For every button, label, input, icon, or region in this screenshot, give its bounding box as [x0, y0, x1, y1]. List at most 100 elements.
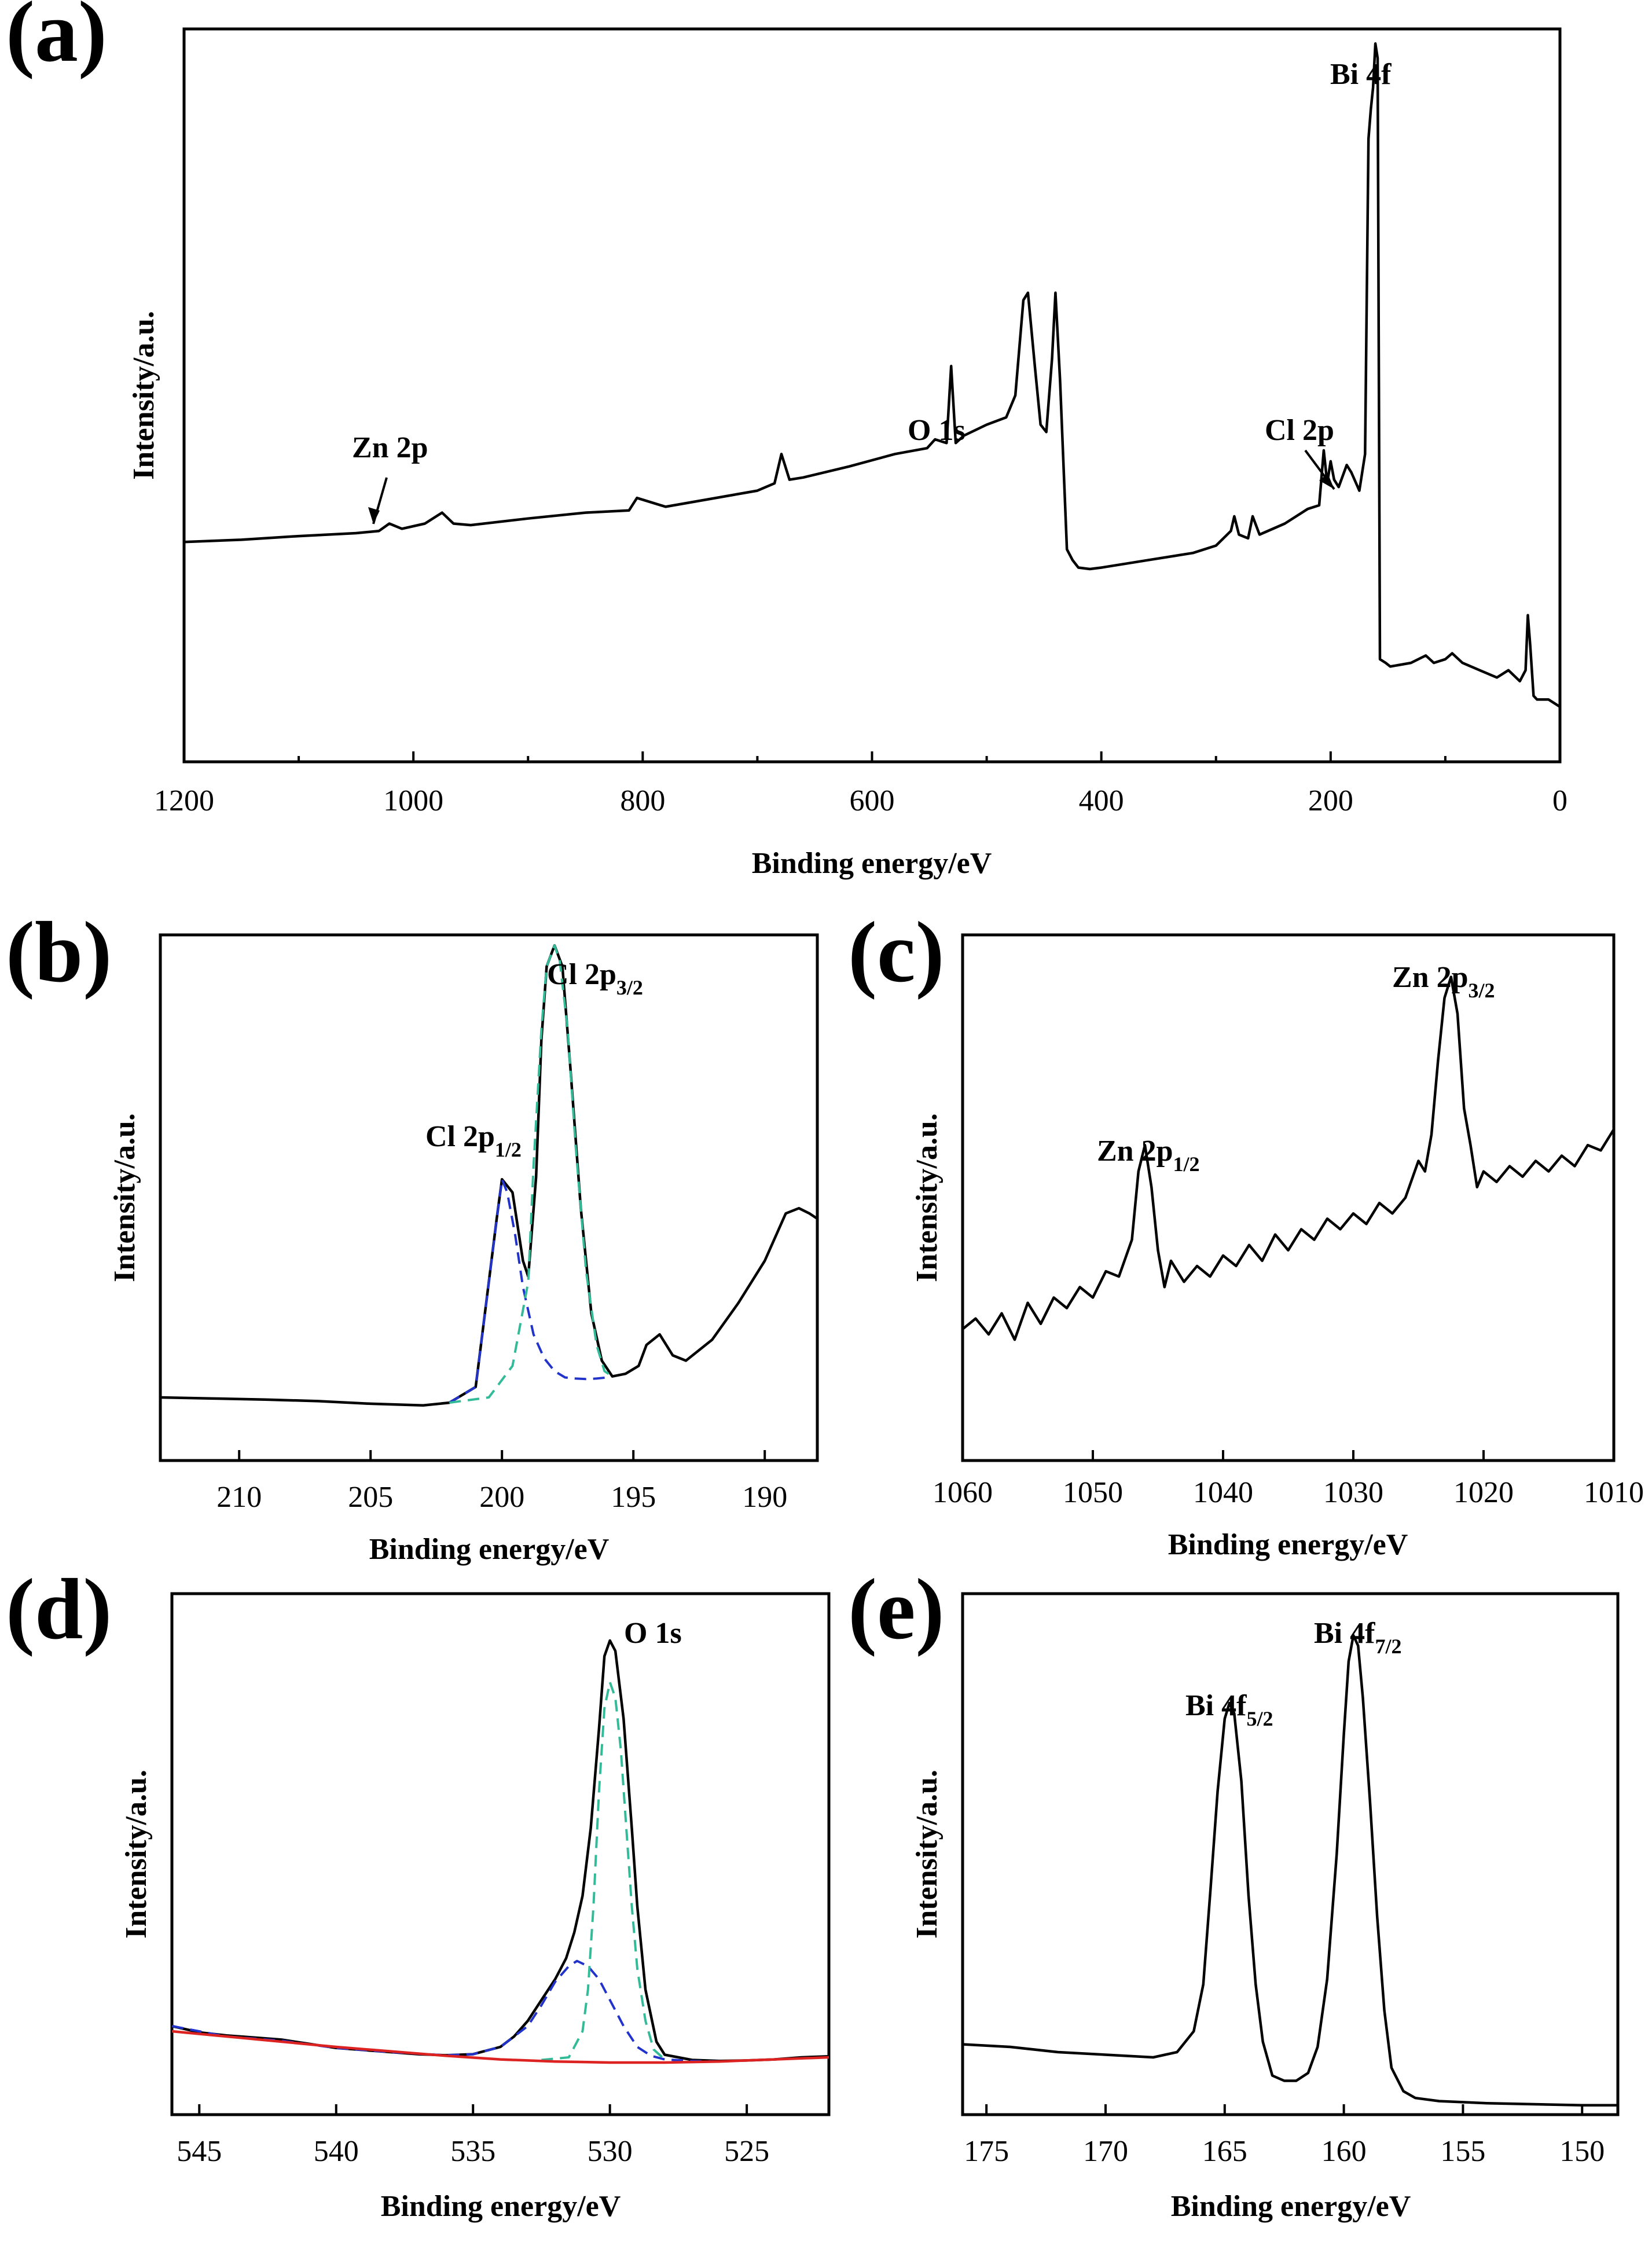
x-tick-label: 800 [620, 784, 665, 817]
panel-d-y-axis-title: Intensity/a.u. [120, 1770, 153, 1939]
panel-b-label: (b) [6, 904, 112, 1000]
arrowhead-cl-2p [1319, 474, 1334, 489]
series-line-component-530-1-ev [541, 1681, 666, 2061]
x-tick-label: 1020 [1453, 1476, 1514, 1509]
x-tick-label: 0 [1552, 784, 1567, 817]
series-line-raw [961, 975, 1615, 1341]
annotation-bi-4f-5-2-main: Bi 4f [1185, 1689, 1247, 1722]
annotation-cl-2p-1-2-sub: 1/2 [495, 1138, 522, 1161]
annotation-zn-2p-3-2-sub: 3/2 [1469, 979, 1495, 1002]
annotation-bi-4f: Bi 4f [1330, 58, 1392, 91]
annotation-o-1s-hr: O 1s [624, 1617, 682, 1650]
arrowhead-zn-2p [368, 507, 380, 524]
panel-a-x-axis-title: Binding energy/eV [752, 847, 992, 880]
panel-c-x-axis-title: Binding energy/eV [1168, 1528, 1408, 1561]
series-line-survey [183, 42, 1561, 708]
panel-c-label: (c) [848, 904, 944, 1000]
x-tick-label: 200 [479, 1481, 524, 1514]
x-tick-label: 1060 [933, 1476, 993, 1509]
annotation-bi-4f-5-2-sub: 5/2 [1246, 1707, 1273, 1730]
x-tick-label: 1030 [1323, 1476, 1383, 1509]
series-line-component-531-3-ev [171, 1960, 719, 2063]
annotation-bi-4f-5-2: Bi 4f5/2 [1185, 1689, 1273, 1730]
panel-b-series [160, 944, 818, 1407]
x-tick-label: 1000 [383, 784, 443, 817]
x-tick-label: 165 [1202, 2135, 1247, 2168]
annotation-bi-4f-7-2-sub: 7/2 [1375, 1635, 1401, 1658]
panel-e-series [962, 1634, 1618, 2107]
panel-d-x-ticks: 545 540 535 530 525 [177, 2104, 769, 2168]
panel-e-y-axis-title: Intensity/a.u. [911, 1770, 944, 1939]
series-line-background [171, 2030, 829, 2064]
panel-a-survey-spectrum: (a) 1200 1000 800 600 400 200 0 Binding energy… [6, 0, 1567, 880]
x-tick-label: 195 [611, 1481, 656, 1514]
annotation-bi-4f-7-2-main: Bi 4f [1314, 1617, 1375, 1650]
panel-e-frame [961, 1592, 1620, 2116]
x-tick-label: 600 [850, 784, 895, 817]
x-tick-label: 190 [742, 1481, 787, 1514]
x-tick-label: 400 [1079, 784, 1124, 817]
annotation-bi-4f-7-2: Bi 4f7/2 [1314, 1617, 1401, 1658]
x-tick-label: 545 [177, 2135, 222, 2168]
x-tick-label: 155 [1440, 2135, 1485, 2168]
x-tick-label: 1200 [154, 784, 214, 817]
panel-d-frame [170, 1592, 831, 2116]
x-tick-label: 1040 [1193, 1476, 1253, 1509]
x-tick-label: 205 [348, 1481, 393, 1514]
panel-e-x-axis-title: Binding energy/eV [1171, 2190, 1411, 2223]
annotation-cl-2p-3-2-main: Cl 2p [547, 958, 616, 991]
panel-a-x-ticks: 1200 1000 800 600 400 200 0 [154, 751, 1567, 817]
panel-d-label: (d) [6, 1561, 112, 1657]
panel-a-label: (a) [6, 0, 107, 80]
x-tick-label: 200 [1308, 784, 1353, 817]
panel-c-series [961, 975, 1615, 1341]
x-tick-label: 210 [216, 1481, 262, 1514]
panel-c-zn-2p: (c) 1060 1050 1040 1030 1020 1010 Binding ene… [848, 904, 1644, 1561]
panel-d-o-1s: (d) 545 540 535 530 525 Binding energy/eV In… [6, 1561, 831, 2223]
x-tick-label: 535 [450, 2135, 495, 2168]
panel-c-y-axis-title: Intensity/a.u. [911, 1113, 944, 1282]
panel-b-cl-2p: (b) 210 205 200 195 190 Binding energy/eV In… [6, 904, 819, 1566]
x-tick-label: 540 [314, 2135, 359, 2168]
panel-e-label: (e) [848, 1561, 944, 1657]
annotation-zn-2p-1-2-main: Zn 2p [1097, 1135, 1173, 1168]
x-tick-label: 150 [1559, 2135, 1605, 2168]
panel-c-frame [961, 933, 1616, 1462]
annotation-zn-2p-3-2: Zn 2p3/2 [1392, 961, 1495, 1002]
series-line-raw [171, 1639, 829, 2063]
x-tick-label: 530 [588, 2135, 633, 2168]
panel-b-frame [159, 933, 819, 1462]
annotation-cl-2p: Cl 2p [1265, 414, 1334, 447]
panel-c-x-ticks: 1060 1050 1040 1030 1020 1010 [933, 1450, 1644, 1509]
panel-e-bi-4f: (e) 175 170 165 160 155 150 Binding energy/eV… [848, 1561, 1620, 2223]
panel-d-series [171, 1639, 829, 2064]
x-tick-label: 170 [1083, 2135, 1128, 2168]
series-line-raw [962, 1634, 1618, 2107]
annotation-o-1s: O 1s [908, 414, 965, 447]
panel-b-x-axis-title: Binding energy/eV [369, 1533, 610, 1566]
series-line-cl-2p1-2-envelope [449, 1178, 608, 1404]
annotation-zn-2p-3-2-main: Zn 2p [1392, 961, 1469, 994]
panel-b-x-ticks: 210 205 200 195 190 [216, 1450, 787, 1514]
x-tick-label: 1050 [1063, 1476, 1123, 1509]
series-line-cl-2p3-2-fit [449, 944, 614, 1404]
annotation-cl-2p-1-2: Cl 2p1/2 [425, 1120, 522, 1161]
panel-d-x-axis-title: Binding energy/eV [381, 2190, 621, 2223]
series-line-raw [160, 944, 818, 1407]
annotation-cl-2p-3-2-sub: 3/2 [616, 976, 643, 999]
annotation-zn-2p-1-2-sub: 1/2 [1173, 1153, 1200, 1176]
panel-e-x-ticks: 175 170 165 160 155 150 [964, 2104, 1605, 2168]
annotation-cl-2p-1-2-main: Cl 2p [425, 1120, 495, 1153]
x-tick-label: 160 [1321, 2135, 1367, 2168]
annotation-zn-2p-1-2: Zn 2p1/2 [1097, 1135, 1200, 1176]
panel-a-frame [182, 27, 1562, 764]
annotation-zn-2p: Zn 2p [352, 431, 428, 464]
x-tick-label: 175 [964, 2135, 1009, 2168]
x-tick-label: 1010 [1584, 1476, 1644, 1509]
x-tick-label: 525 [724, 2135, 769, 2168]
panel-a-series [183, 42, 1561, 708]
annotation-cl-2p-3-2: Cl 2p3/2 [547, 958, 643, 999]
panel-b-y-axis-title: Intensity/a.u. [108, 1113, 141, 1282]
panel-a-y-axis-title: Intensity/a.u. [127, 311, 160, 480]
